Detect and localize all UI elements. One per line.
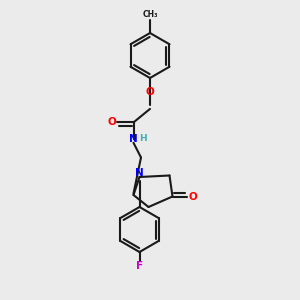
Text: O: O (188, 191, 197, 202)
Text: O: O (146, 86, 154, 97)
Text: CH₃: CH₃ (142, 10, 158, 19)
Text: N: N (135, 167, 144, 178)
Text: H: H (139, 134, 147, 142)
Text: O: O (107, 117, 116, 128)
Text: N: N (129, 134, 138, 144)
Text: F: F (136, 261, 143, 272)
